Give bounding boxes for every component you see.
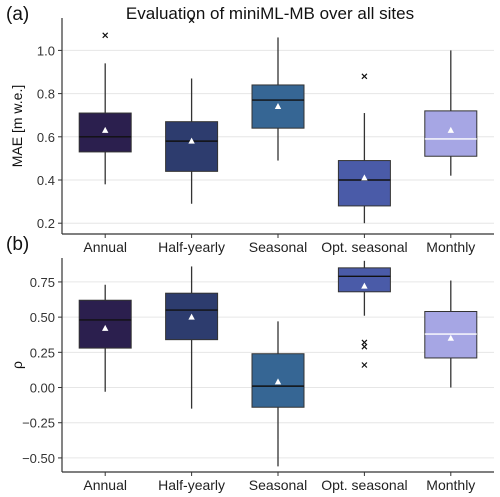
mean-marker xyxy=(274,378,282,385)
mean-marker xyxy=(102,126,109,133)
x-tick-label: Annual xyxy=(83,239,127,255)
outlier-marker xyxy=(361,73,368,80)
y-tick-label: −0.25 xyxy=(22,416,55,431)
y-tick-label: 0.2 xyxy=(37,216,55,231)
panel-a-label: (a) xyxy=(6,4,30,25)
box xyxy=(165,121,219,172)
x-tick-label: Half-yearly xyxy=(158,477,225,493)
x-tick-label: Seasonal xyxy=(249,239,307,255)
outlier-marker xyxy=(361,339,368,346)
y-tick-label: 0.6 xyxy=(37,130,55,145)
mean-marker xyxy=(447,126,454,133)
box xyxy=(78,299,132,349)
y-axis-label: MAE [m w.e.] xyxy=(9,85,25,167)
outlier-marker xyxy=(361,362,368,368)
x-tick-label: Seasonal xyxy=(249,477,307,493)
outlier-marker xyxy=(188,17,195,24)
y-tick-label: −0.50 xyxy=(22,451,55,466)
outlier-marker xyxy=(102,32,109,39)
y-axis-label: ρ xyxy=(9,361,25,369)
x-tick-label: Annual xyxy=(83,477,127,493)
box xyxy=(337,267,391,293)
box xyxy=(251,84,305,129)
x-tick-label: Opt. seasonal xyxy=(321,477,407,493)
x-tick-label: Opt. seasonal xyxy=(321,239,407,255)
mean-marker xyxy=(188,137,195,144)
figure-title: Evaluation of miniML-MB over all sites xyxy=(125,4,415,23)
y-tick-label: 0.75 xyxy=(30,275,55,290)
x-tick-label: Monthly xyxy=(426,477,475,493)
y-tick-label: 0.00 xyxy=(30,381,55,396)
y-tick-label: 0.50 xyxy=(30,310,55,325)
x-tick-label: Monthly xyxy=(426,239,475,255)
panel-b-chart: −0.50 −0.25 0.00 0.25 0.50 0.75 ρ Annual Half-ye… xyxy=(9,258,494,493)
y-tick-label: 1.0 xyxy=(37,43,55,58)
y-tick-label: 0.25 xyxy=(30,345,55,360)
mean-marker xyxy=(447,334,454,341)
x-tick-label: Half-yearly xyxy=(158,239,225,255)
panel-a-chart: 0.2 0.4 0.6 0.8 1.0 MAE [m w.e.] Annual Half-ye… xyxy=(9,17,494,255)
outlier-marker xyxy=(361,343,368,350)
box xyxy=(424,110,478,157)
mean-marker xyxy=(361,174,368,181)
y-tick-label: 0.4 xyxy=(37,173,55,188)
panel-b-label: (b) xyxy=(6,234,30,255)
y-tick-label: 0.8 xyxy=(37,87,55,102)
box xyxy=(337,160,391,207)
mean-marker xyxy=(188,313,195,320)
mean-marker xyxy=(274,103,282,110)
box xyxy=(424,311,478,359)
mean-marker xyxy=(102,324,109,331)
mean-marker xyxy=(361,282,368,289)
